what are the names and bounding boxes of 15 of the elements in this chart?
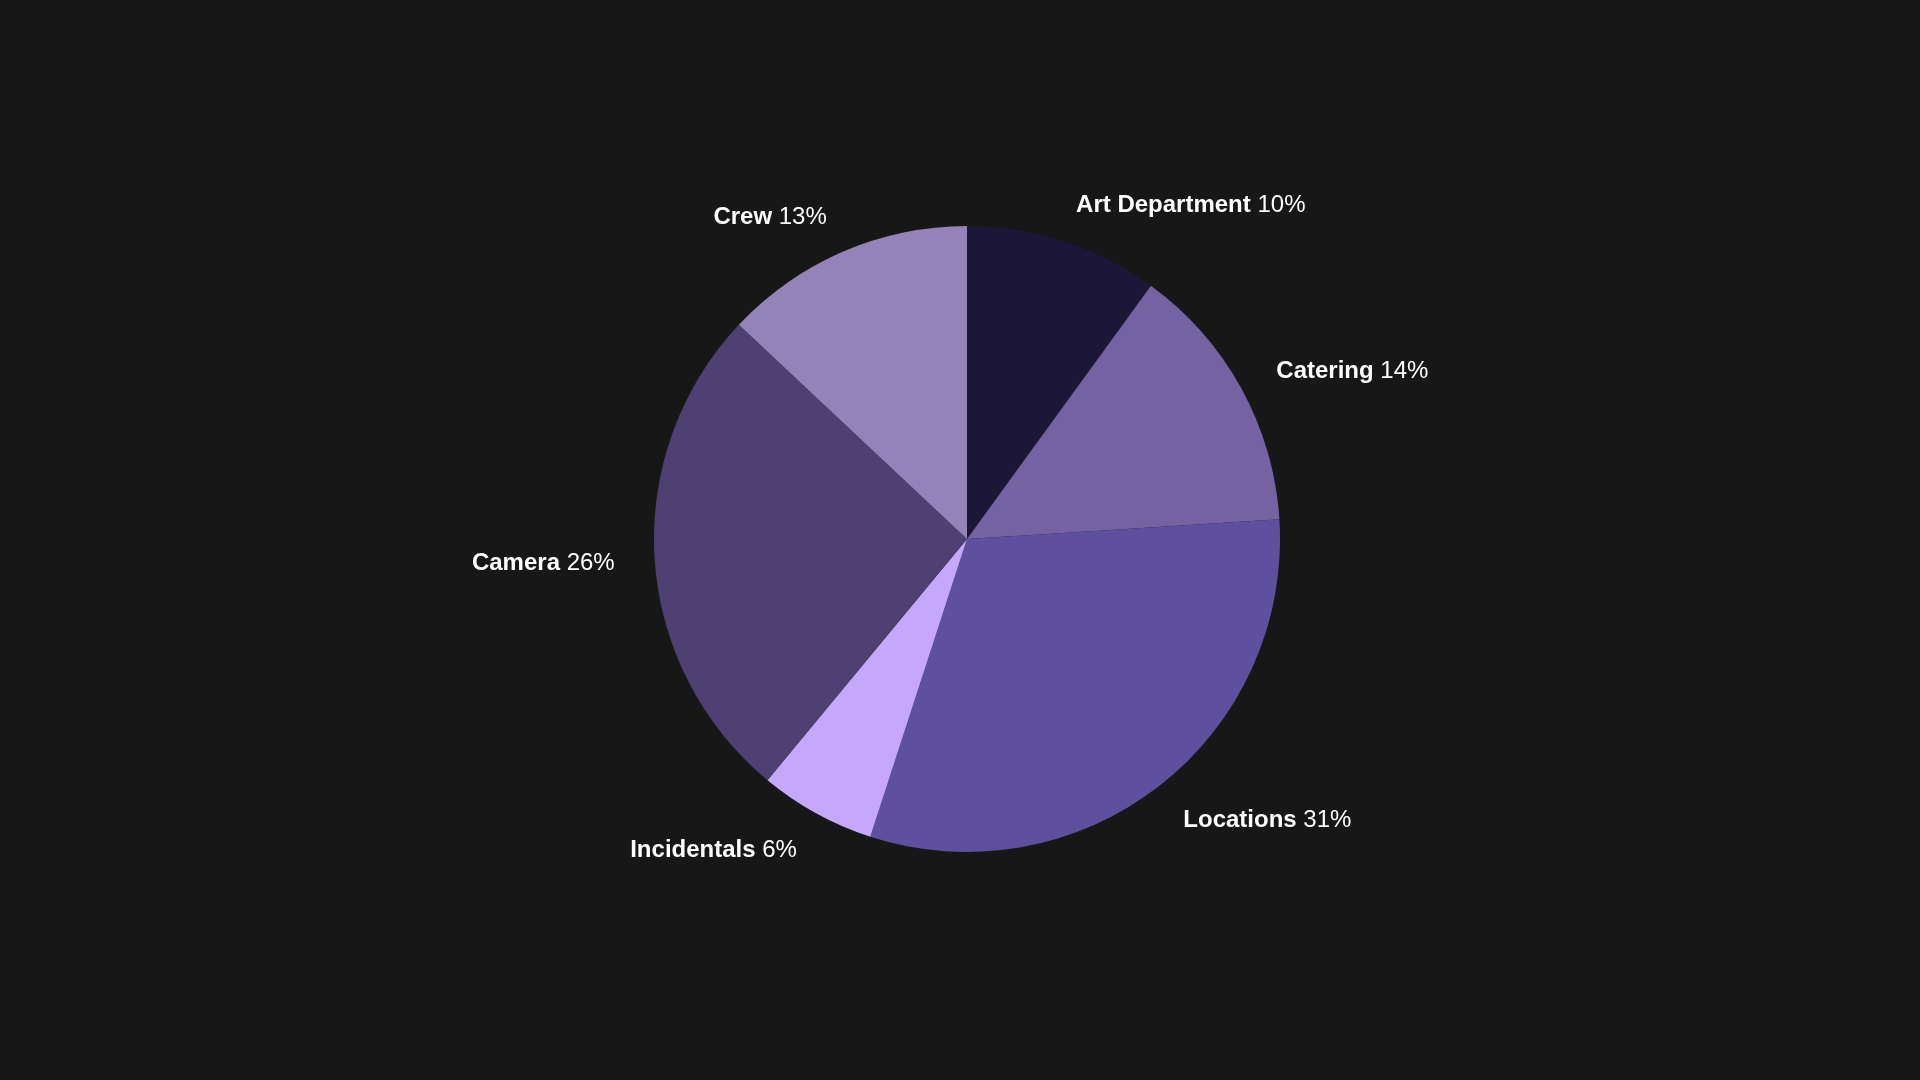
data-label: 14%: [1373, 355, 1429, 383]
slice-label: Locations: [1183, 804, 1297, 832]
data-label: 31%: [1296, 804, 1352, 832]
slice-label: Crew: [713, 201, 773, 229]
data-label: 6%: [755, 834, 797, 862]
data-label: 10%: [1250, 189, 1306, 217]
slice-label: Art Department: [1076, 189, 1251, 217]
pie-slice: [967, 226, 1151, 539]
slice-label: Camera: [471, 547, 561, 575]
pie-slice: [654, 324, 967, 781]
slice-label: Incidentals: [630, 834, 756, 862]
pie-slice: [738, 226, 967, 539]
pie-slice: [767, 539, 967, 837]
slice-label: Catering: [1276, 355, 1374, 383]
data-label: 13%: [772, 201, 827, 229]
